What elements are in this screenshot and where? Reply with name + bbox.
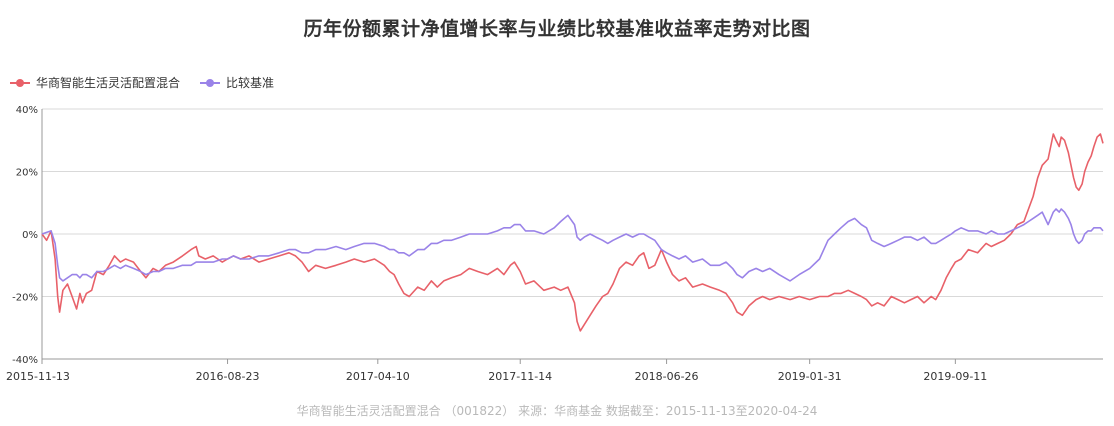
chart-title: 历年份额累计净值增长率与业绩比较基准收益率走势对比图 [303, 18, 811, 40]
x-tick-label: 2016-08-23 [196, 370, 260, 383]
legend-item-fund[interactable]: 华商智能生活灵活配置混合 [10, 74, 180, 91]
y-tick-label: -40% [12, 355, 38, 366]
legend-item-benchmark[interactable]: 比较基准 [200, 74, 274, 91]
y-tick-label: 0% [22, 230, 38, 241]
legend-label-fund: 华商智能生活灵活配置混合 [36, 76, 181, 90]
benchmark-line [41, 208, 1104, 282]
x-tick-label: 2018-06-26 [635, 370, 699, 383]
legend-label-benchmark: 比较基准 [226, 76, 275, 90]
y-tick-label: 20% [16, 168, 38, 179]
chart-footer: 华商智能生活灵活配置混合 （001822） 来源：华商基金 数据截至：2015-… [296, 404, 818, 418]
x-tick-label: 2019-01-31 [778, 370, 842, 383]
x-tick-label: 2017-04-10 [346, 370, 410, 383]
legend: 华商智能生活灵活配置混合 比较基准 [10, 74, 274, 91]
line-chart: 40% 20% 0% -20% -40% 2015-11-13 2016-08-23 2017… [6, 105, 1104, 383]
legend-swatch-benchmark [200, 78, 221, 88]
legend-swatch-fund [10, 78, 30, 88]
fund-line [41, 133, 1104, 332]
x-tick-label: 2017-11-14 [488, 370, 552, 383]
x-tick-label: 2015-11-13 [6, 370, 70, 383]
y-tick-label: 40% [16, 105, 38, 116]
y-tick-label: -20% [12, 293, 38, 304]
x-tick-label: 2019-09-11 [923, 370, 987, 383]
